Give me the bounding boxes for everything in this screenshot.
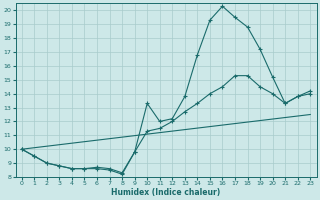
X-axis label: Humidex (Indice chaleur): Humidex (Indice chaleur) [111, 188, 221, 197]
